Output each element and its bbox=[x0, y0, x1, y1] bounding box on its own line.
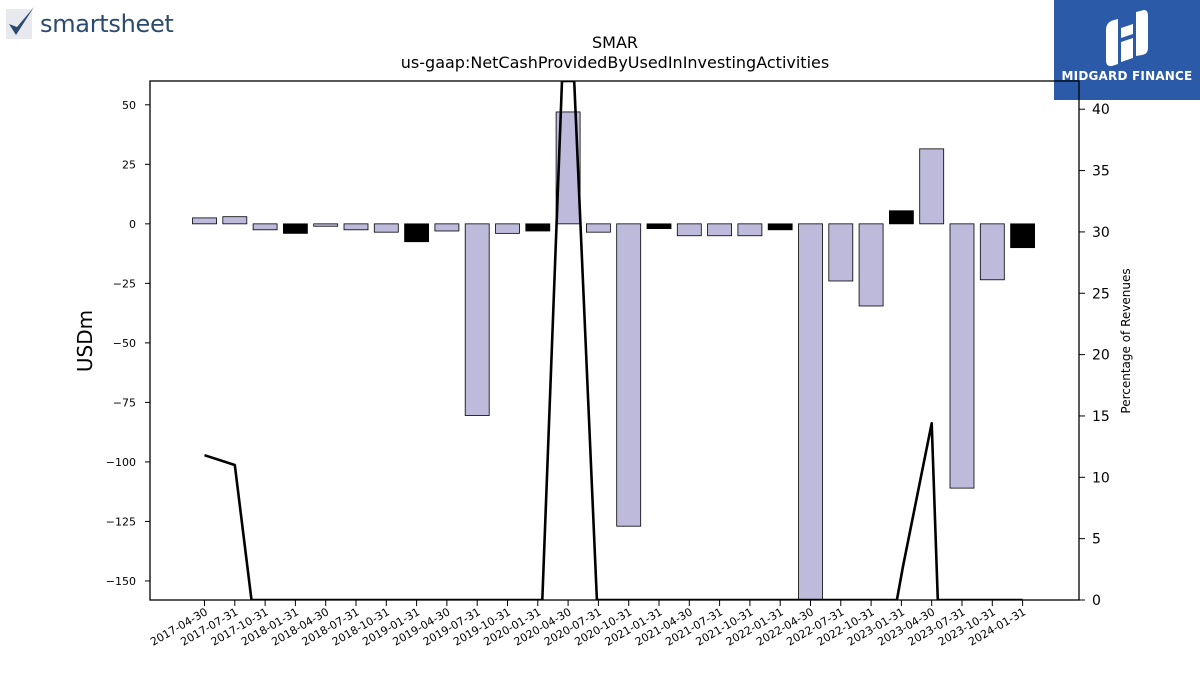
bar-2022-07-31 bbox=[828, 223, 854, 282]
smartsheet-logo-text: smartsheet bbox=[40, 10, 174, 38]
y-axis-label: USDm bbox=[73, 310, 97, 372]
bar-2020-10-31 bbox=[616, 223, 642, 527]
y2-tick-label: 40 bbox=[1092, 102, 1110, 118]
bar-2017-04-30 bbox=[192, 217, 217, 225]
y-tick-label: 25 bbox=[122, 158, 136, 171]
bar-2022-10-31 bbox=[858, 223, 884, 307]
bar-2021-01-31 bbox=[646, 223, 672, 230]
y-axis-left: 50 25 0 −25 −50 −75 −100 −125 −150 bbox=[106, 99, 150, 588]
bar-2021-04-30 bbox=[676, 223, 702, 237]
y2-tick-label: 5 bbox=[1092, 532, 1101, 548]
smartsheet-logo: smartsheet bbox=[4, 4, 174, 44]
bar-2019-01-31 bbox=[404, 223, 430, 243]
bar-2023-10-31 bbox=[979, 223, 1005, 281]
y-tick-label: −75 bbox=[113, 396, 136, 409]
y2-axis-label: Percentage of Revenues bbox=[1119, 268, 1133, 413]
bar-2020-07-31 bbox=[586, 223, 611, 233]
y2-tick-label: 30 bbox=[1092, 225, 1110, 241]
bar-2019-07-31 bbox=[464, 223, 490, 416]
chart-subtitle: us-gaap:NetCashProvidedByUsedInInvesting… bbox=[401, 53, 829, 72]
y-tick-label: −150 bbox=[106, 575, 136, 588]
y2-tick-label: 25 bbox=[1092, 286, 1110, 302]
y-tick-label: 50 bbox=[122, 99, 136, 112]
y2-tick-label: 20 bbox=[1092, 348, 1110, 364]
bar-2021-07-31 bbox=[707, 223, 732, 237]
bar-2019-10-31 bbox=[495, 223, 520, 234]
bar-2018-10-31 bbox=[373, 223, 399, 233]
bar-2021-10-31 bbox=[737, 223, 763, 237]
bar-2018-01-31 bbox=[282, 223, 308, 234]
bar-2022-04-30 bbox=[798, 223, 823, 601]
y-tick-label: −125 bbox=[106, 515, 136, 528]
bar-2017-10-31 bbox=[252, 223, 278, 231]
percentage-line bbox=[204, 81, 1023, 600]
bar-2022-01-31 bbox=[767, 223, 793, 231]
percentage-line-series bbox=[204, 81, 1023, 600]
y2-tick-label: 15 bbox=[1092, 409, 1110, 425]
y-tick-label: −50 bbox=[113, 337, 136, 350]
bar-series bbox=[192, 111, 1035, 601]
bar-2017-07-31 bbox=[222, 216, 248, 225]
bar-2023-07-31 bbox=[949, 223, 975, 489]
bar-2023-01-31 bbox=[889, 210, 914, 225]
y-tick-label: 0 bbox=[129, 218, 136, 231]
y2-tick-label: 0 bbox=[1092, 593, 1101, 609]
chart-title: SMAR bbox=[592, 33, 638, 52]
x-axis: 2017-04-302017-07-312017-10-312018-01-31… bbox=[148, 600, 1028, 649]
y-tick-label: −100 bbox=[106, 456, 136, 469]
bar-2020-01-31 bbox=[525, 223, 551, 232]
y2-tick-label: 10 bbox=[1092, 470, 1110, 486]
bar-2019-04-30 bbox=[434, 223, 460, 232]
bar-2023-04-30 bbox=[919, 148, 945, 225]
midgard-logo-text: MIDGARD FINANCE bbox=[1061, 69, 1193, 83]
y-axis-right: 0 5 10 15 20 25 30 35 40 bbox=[1079, 102, 1110, 609]
bar-2018-07-31 bbox=[343, 223, 369, 231]
plot-frame bbox=[149, 80, 1080, 601]
midgard-finance-logo: MIDGARD FINANCE bbox=[1054, 0, 1200, 100]
bar-2024-01-31 bbox=[1010, 223, 1035, 249]
y2-tick-label: 35 bbox=[1092, 164, 1110, 180]
bar-2018-04-30 bbox=[313, 223, 339, 227]
midgard-emblem-icon bbox=[1106, 10, 1148, 67]
checkmark-icon bbox=[6, 7, 34, 39]
y-tick-label: −25 bbox=[113, 277, 136, 290]
